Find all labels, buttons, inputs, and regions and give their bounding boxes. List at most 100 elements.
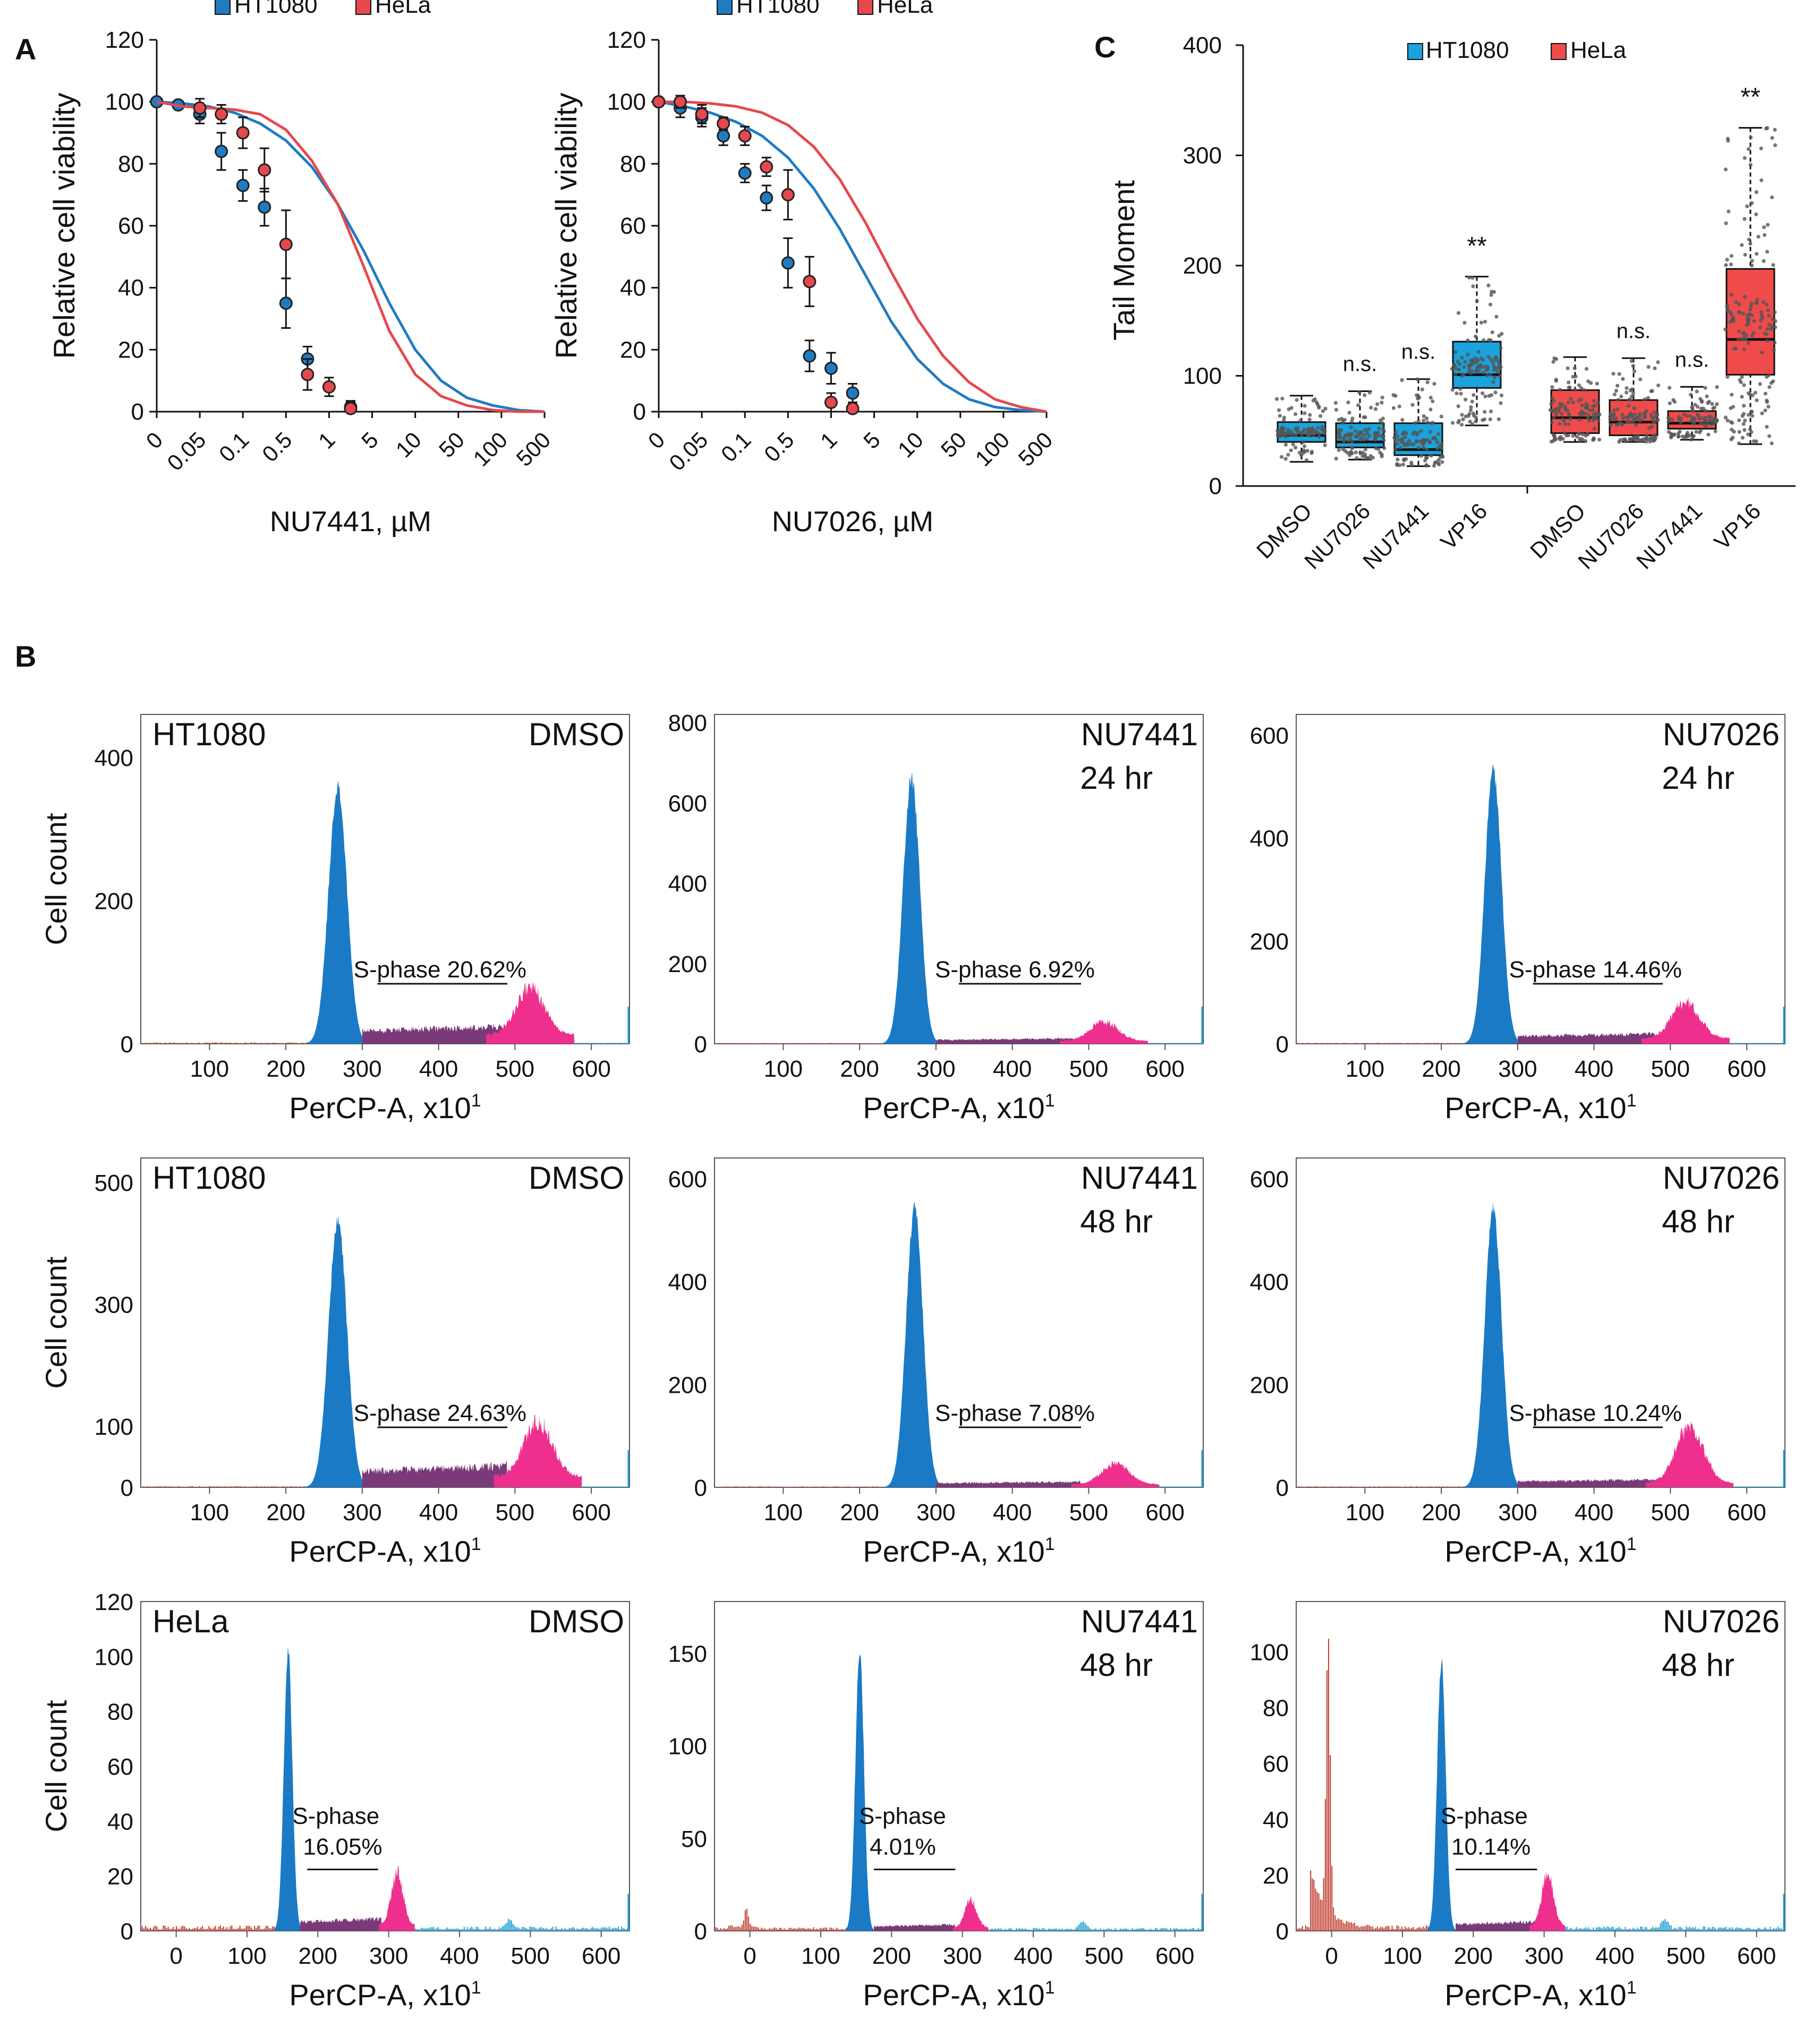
tail-point [1729, 254, 1734, 258]
tail-point [1302, 440, 1306, 444]
x-tick-label: 300 [943, 1943, 982, 1969]
tail-point [1319, 414, 1323, 418]
tail-point [1394, 447, 1398, 452]
tail-point [1333, 401, 1338, 405]
x-tick-label: 500 [496, 1500, 534, 1526]
tail-point [1491, 361, 1495, 365]
x-axis-title: NU7441, µM [270, 506, 431, 538]
tail-point [1638, 413, 1642, 418]
tail-point [1345, 450, 1349, 455]
subg1-population [715, 1486, 889, 1487]
tail-point [1382, 446, 1387, 450]
tail-point [1760, 313, 1764, 318]
tail-point [1583, 439, 1587, 443]
tail-point [1323, 443, 1327, 447]
x-tick-label: 10 [893, 427, 928, 462]
tail-point [1496, 359, 1501, 363]
tail-point [1770, 441, 1774, 446]
x-tick-label: 400 [440, 1943, 479, 1969]
x-tick-label: 400 [419, 1056, 458, 1082]
tail-point [1728, 320, 1732, 324]
y-tick-label: 400 [95, 745, 133, 771]
tail-point [1552, 356, 1557, 361]
tail-point [1471, 284, 1475, 288]
tail-point [1362, 437, 1366, 442]
tail-point [1464, 397, 1468, 402]
histogram-B1: 0 200 400 100 200 300 400 500 600 PerCP-A, x101 Ce… [39, 714, 630, 1125]
x-tick-label: 300 [916, 1056, 955, 1082]
tail-point [1685, 431, 1689, 435]
x-tick-label: 500 [1014, 427, 1058, 471]
tail-point [1566, 366, 1570, 370]
treatment-label: NU7026 [1663, 717, 1780, 752]
y-tick-label: 0 [121, 1032, 133, 1058]
tail-point [1734, 300, 1738, 304]
tail-point [1767, 385, 1772, 389]
tail-point [1337, 448, 1341, 453]
tail-point [1303, 404, 1307, 408]
tail-point [1282, 418, 1286, 422]
tail-point [1742, 383, 1746, 387]
tail-point [1405, 441, 1409, 446]
tail-point [1771, 317, 1775, 321]
y-tick-label: 100 [668, 1734, 707, 1760]
tail-point [1499, 346, 1503, 351]
x-tick-label: 300 [343, 1056, 381, 1082]
tail-point [1730, 393, 1734, 397]
tail-point [1767, 434, 1772, 438]
g2-peak [1060, 1019, 1148, 1044]
tail-point [1619, 394, 1623, 399]
tail-point [1496, 417, 1501, 421]
tail-point [1499, 401, 1503, 405]
s-phase-label: S-phase 14.46% [1509, 957, 1682, 983]
tail-point [1474, 334, 1478, 339]
tail-point [1773, 143, 1778, 147]
jitter-points [1450, 276, 1504, 427]
tail-point [1740, 375, 1744, 379]
tail-point [1750, 259, 1754, 263]
x-tick-label: 200 [1422, 1056, 1460, 1082]
y-tick-label: 100 [95, 1414, 133, 1440]
tail-point [1294, 446, 1298, 450]
treatment-label: NU7026 [1663, 1604, 1780, 1639]
s-phase-label: S-phase 6.92% [935, 957, 1095, 983]
tail-point [1693, 403, 1697, 407]
x-axis-title-superscript: 1 [1045, 1978, 1055, 1998]
data-point-hela [717, 117, 730, 130]
x-tick-label: 100 [468, 427, 512, 471]
tail-point [1401, 463, 1405, 467]
time-label: 48 hr [1080, 1204, 1153, 1239]
s-phase-label: S-phase [859, 1803, 946, 1829]
tail-point [1609, 423, 1613, 427]
tail-point [1747, 318, 1751, 322]
x-axis-title-superscript: 1 [471, 1091, 481, 1111]
tail-point [1737, 418, 1741, 422]
tail-point [1470, 358, 1475, 363]
tail-point [1709, 422, 1713, 427]
tail-point [1750, 263, 1754, 268]
tail-point [1299, 431, 1304, 435]
tail-point [1338, 432, 1342, 436]
tail-point [1741, 422, 1746, 426]
x-tick-label: 100 [190, 1056, 229, 1082]
tail-point [1347, 411, 1351, 415]
tail-point [1403, 435, 1407, 439]
tail-point [1707, 399, 1711, 404]
tail-point [1560, 412, 1564, 416]
tail-point [1425, 448, 1429, 452]
x-tick-label: 100 [1346, 1500, 1384, 1526]
tail-point [1737, 430, 1741, 434]
tail-point [1609, 412, 1613, 416]
tail-point [1755, 297, 1759, 302]
y-tick-label: 100 [607, 89, 646, 115]
tail-point [1458, 387, 1462, 391]
y-tick-label: 60 [118, 213, 144, 239]
tail-point [1632, 406, 1636, 411]
tail-point [1766, 223, 1770, 227]
y-tick-label: 400 [1250, 1270, 1289, 1296]
x-axis-title-superscript: 1 [471, 1534, 481, 1554]
tail-point [1625, 390, 1629, 395]
tail-point [1458, 362, 1462, 367]
tail-point [1763, 391, 1767, 396]
x-axis-title-superscript: 1 [1627, 1091, 1637, 1111]
